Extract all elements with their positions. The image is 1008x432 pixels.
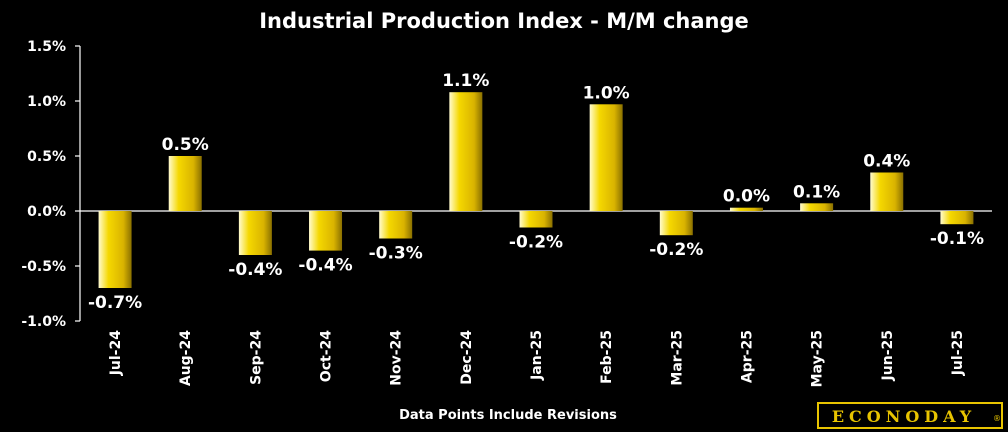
x-tick-label: Oct-24: [319, 330, 335, 382]
data-label: -0.2%: [509, 233, 563, 253]
y-tick-label: 0.0%: [27, 204, 66, 220]
bar: [800, 203, 834, 211]
data-label: 1.0%: [583, 83, 630, 103]
x-tick-label: May-25: [810, 330, 826, 387]
logo-registered-mark: ®: [993, 414, 1001, 423]
econoday-logo: ECONODAY ®: [817, 402, 1003, 429]
x-tick-label: Jul-24: [108, 330, 124, 377]
chart-title: Industrial Production Index - M/M change: [259, 9, 749, 33]
data-label: -0.4%: [228, 260, 282, 280]
data-label: 0.1%: [793, 182, 840, 202]
x-tick-label: Apr-25: [739, 330, 755, 383]
bar: [940, 211, 974, 225]
bar: [449, 92, 483, 211]
bar: [589, 104, 623, 211]
x-tick-label: Dec-24: [459, 330, 475, 385]
bar: [870, 172, 904, 211]
x-tick-label: Aug-24: [178, 330, 194, 386]
data-label: 0.5%: [162, 135, 209, 155]
bar: [98, 211, 132, 288]
x-tick-label: Jul-25: [950, 330, 966, 376]
data-label: 0.0%: [723, 187, 770, 207]
data-label: -0.4%: [298, 256, 352, 276]
data-label: -0.1%: [930, 229, 984, 249]
y-tick-label: 1.0%: [27, 94, 66, 110]
bar: [379, 211, 413, 239]
data-label: -0.7%: [88, 293, 142, 313]
x-tick-label: Jun-25: [880, 330, 896, 381]
data-label: 1.1%: [442, 71, 489, 91]
y-tick-label: -1.0%: [21, 314, 66, 330]
y-tick-label: 1.5%: [27, 39, 66, 55]
x-tick-label: Sep-24: [248, 330, 264, 385]
bar: [238, 211, 272, 255]
data-label: -0.2%: [649, 240, 703, 260]
logo-text: ECONODAY: [832, 407, 976, 426]
bar: [659, 211, 693, 236]
bar: [729, 207, 763, 211]
bar: [168, 156, 202, 211]
logo-frame: [817, 402, 1003, 429]
data-label: -0.3%: [369, 244, 423, 264]
x-tick-label: Feb-25: [599, 330, 615, 384]
data-label: 0.4%: [863, 152, 910, 172]
x-tick-label: Jan-25: [529, 330, 545, 381]
x-tick-label: Mar-25: [669, 330, 685, 386]
bar: [309, 211, 343, 251]
y-axis: 1.5% 1.0% 0.5% 0.0% -0.5% -1.0%: [21, 39, 992, 330]
y-tick-label: -0.5%: [21, 259, 66, 275]
y-tick-label: 0.5%: [27, 149, 66, 165]
x-axis: Jul-24 Aug-24 Sep-24 Oct-24 Nov-24 Dec-24 Jan-…: [108, 330, 966, 388]
bars: -0.7% 0.5% -0.4% -0.4% -0.3% 1.1% -0.2% 1.0% -0.…: [88, 71, 984, 313]
footnote: Data Points Include Revisions: [399, 408, 617, 423]
x-tick-label: Nov-24: [389, 330, 405, 386]
bar: [519, 211, 553, 228]
